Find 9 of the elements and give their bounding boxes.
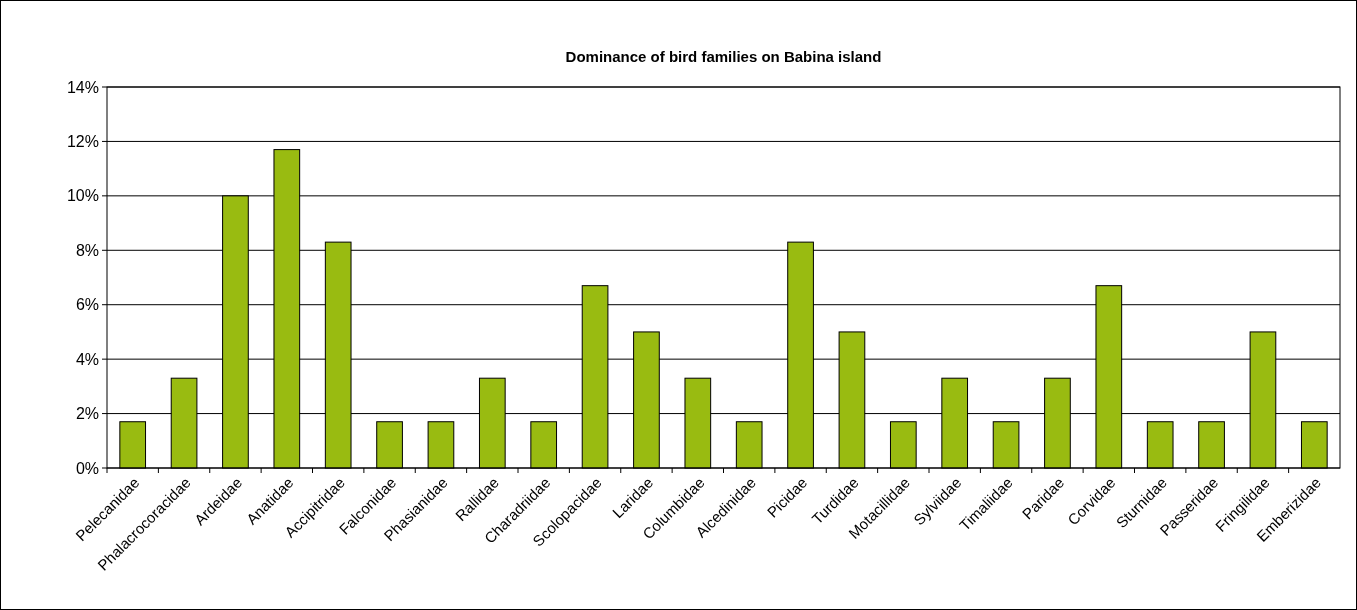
y-tick-label: 4%: [75, 350, 99, 368]
y-tick-label: 10%: [66, 187, 99, 205]
y-tick-label: 12%: [66, 133, 99, 151]
y-tick-label: 0%: [75, 459, 99, 477]
chart-title: Dominance of bird families on Babina island: [565, 48, 882, 65]
y-tick-label: 6%: [75, 296, 99, 314]
y-tick-label: 8%: [75, 241, 99, 259]
y-tick-label: 2%: [75, 405, 99, 423]
y-tick-label: 14%: [66, 78, 99, 96]
